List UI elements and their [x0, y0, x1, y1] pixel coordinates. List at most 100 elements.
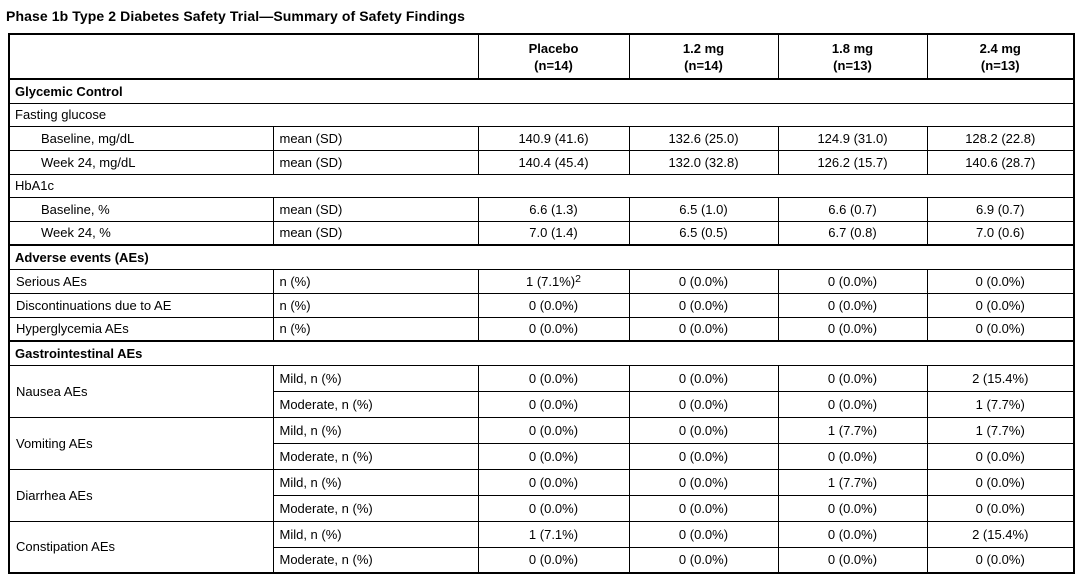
value-cell: 0 (0.0%): [926, 494, 1075, 522]
safety-findings-table: Placebo (n=14) 1.2 mg (n=14) 1.8 mg (n=13) 2.4…: [8, 33, 1075, 574]
value-cell: 6.9 (0.7): [926, 196, 1075, 222]
value-cell: 0 (0.0%): [628, 316, 779, 342]
data-row-vomiting-aes-moderate-n: Moderate, n (%) 0 (0.0%) 0 (0.0%) 0 (0.0%) 0…: [9, 442, 1075, 470]
data-row-baseline-mg-dl: Baseline, mg/dL mean (SD) 140.9 (41.6) 132.…: [8, 125, 1075, 151]
value-cell: 0 (0.0%): [777, 364, 928, 392]
row-label: Fasting glucose: [8, 102, 1075, 127]
value-cell: 6.7 (0.8): [777, 220, 928, 246]
value-cell: 140.9 (41.6): [477, 125, 630, 151]
value-text: 1 (7.1%): [526, 273, 576, 289]
value-cell: 6.6 (1.3): [477, 196, 630, 222]
column-n-label: (n=13): [980, 57, 1020, 73]
data-row-nausea-aes-moderate-n: Moderate, n (%) 0 (0.0%) 0 (0.0%) 0 (0.0%) 1…: [9, 390, 1075, 418]
data-row-nausea-aes-mild-n: Nausea AEs Mild, n (%) 0 (0.0%) 0 (0.0%) 0 (…: [8, 364, 1075, 418]
column-header-1-2-mg: 1.2 mg (n=14): [628, 33, 779, 80]
header-empty-cell: [8, 33, 479, 80]
stat-label: n (%): [272, 268, 479, 294]
data-row-constipation-aes-moderate-n: Moderate, n (%) 0 (0.0%) 0 (0.0%) 0 (0.0%) 0…: [9, 546, 1075, 574]
stat-label: mean (SD): [272, 149, 479, 175]
value-cell: 140.6 (28.7): [926, 149, 1075, 175]
value-cell: 0 (0.0%): [926, 468, 1075, 496]
row-label: HbA1c: [8, 173, 1075, 198]
table-header-row: Placebo (n=14) 1.2 mg (n=14) 1.8 mg (n=13) 2.4…: [8, 33, 1075, 80]
value-cell: 0 (0.0%): [628, 364, 779, 392]
stat-label: Moderate, n (%): [272, 390, 479, 418]
data-row-week-24: Week 24, % mean (SD) 7.0 (1.4) 6.5 (0.5) 6.7…: [8, 220, 1075, 246]
stat-label: mean (SD): [272, 196, 479, 222]
data-row-serious-aes: Serious AEs n (%) 1 (7.1%)2 0 (0.0%) 0 (0.0%…: [8, 268, 1075, 294]
footnote-marker: 2: [575, 272, 581, 285]
value-cell: 0 (0.0%): [628, 268, 779, 294]
column-header-placebo: Placebo (n=14): [477, 33, 630, 80]
stat-label: mean (SD): [272, 220, 479, 246]
section-row-adverse-events-aes: Adverse events (AEs): [8, 244, 1075, 270]
value-cell: 1 (7.7%): [926, 390, 1075, 418]
data-row-constipation-aes-mild-n: Constipation AEs Mild, n (%) 1 (7.1%) 0 (0.…: [8, 520, 1075, 574]
value-cell: 0 (0.0%): [628, 468, 779, 496]
value-cell: 0 (0.0%): [477, 442, 630, 470]
value-cell: 132.0 (32.8): [628, 149, 779, 175]
data-row-vomiting-aes-mild-n: Vomiting AEs Mild, n (%) 0 (0.0%) 0 (0.0%) 1…: [8, 416, 1075, 470]
value-cell: 0 (0.0%): [777, 390, 928, 418]
value-cell: 7.0 (0.6): [926, 220, 1075, 246]
row-label: Hyperglycemia AEs: [8, 316, 274, 342]
value-cell: 140.4 (45.4): [477, 149, 630, 175]
value-cell: 0 (0.0%): [477, 390, 630, 418]
value-cell: 1 (7.7%): [777, 468, 928, 496]
stat-label: Mild, n (%): [272, 416, 479, 444]
stat-label: n (%): [272, 316, 479, 342]
stat-label: n (%): [272, 292, 479, 318]
section-row-glycemic-control: Glycemic Control: [8, 78, 1075, 104]
value-cell: 0 (0.0%): [926, 268, 1075, 294]
column-header-2-4-mg: 2.4 mg (n=13): [926, 33, 1075, 80]
value-cell: 0 (0.0%): [628, 494, 779, 522]
value-cell: 2 (15.4%): [926, 520, 1075, 548]
row-label: Week 24, mg/dL: [8, 149, 274, 175]
row-group-label: Constipation AEs: [8, 520, 274, 574]
column-n-label: (n=14): [534, 57, 573, 73]
stat-label: Mild, n (%): [272, 468, 479, 496]
value-cell: 0 (0.0%): [777, 442, 928, 470]
row-label: Baseline, %: [8, 196, 274, 222]
value-cell: 7.0 (1.4): [477, 220, 630, 246]
row-label: Adverse events (AEs): [8, 244, 1075, 270]
value-cell: 124.9 (31.0): [777, 125, 928, 151]
column-dose-label: Placebo: [528, 40, 579, 56]
value-cell: 0 (0.0%): [477, 316, 630, 342]
subsection-row-hba1c: HbA1c: [8, 173, 1075, 198]
data-row-week-24-mg-dl: Week 24, mg/dL mean (SD) 140.4 (45.4) 132.0…: [8, 149, 1075, 175]
row-label: Baseline, mg/dL: [8, 125, 274, 151]
row-label: Discontinuations due to AE: [8, 292, 274, 318]
data-row-hyperglycemia-aes: Hyperglycemia AEs n (%) 0 (0.0%) 0 (0.0%) 0 …: [8, 316, 1075, 342]
value-cell: 0 (0.0%): [477, 468, 630, 496]
page-title: Phase 1b Type 2 Diabetes Safety Trial—Su…: [6, 8, 465, 24]
data-row-discontinuations-due-to-ae: Discontinuations due to AE n (%) 0 (0.0%) 0…: [8, 292, 1075, 318]
value-cell: 0 (0.0%): [777, 520, 928, 548]
column-header-1-8-mg: 1.8 mg (n=13): [777, 33, 928, 80]
value-cell: 0 (0.0%): [926, 546, 1075, 574]
row-label: Serious AEs: [8, 268, 274, 294]
data-row-diarrhea-aes-mild-n: Diarrhea AEs Mild, n (%) 0 (0.0%) 0 (0.0%) 1…: [8, 468, 1075, 522]
value-cell: 0 (0.0%): [628, 416, 779, 444]
value-cell: 0 (0.0%): [477, 494, 630, 522]
value-cell: 1 (7.7%): [777, 416, 928, 444]
row-group-label: Nausea AEs: [8, 364, 274, 418]
value-cell: 0 (0.0%): [926, 442, 1075, 470]
value-cell: 0 (0.0%): [777, 316, 928, 342]
column-n-label: (n=13): [833, 57, 872, 73]
value-cell: 0 (0.0%): [477, 292, 630, 318]
stat-label: Mild, n (%): [272, 520, 479, 548]
value-cell: 0 (0.0%): [777, 268, 928, 294]
value-cell: 132.6 (25.0): [628, 125, 779, 151]
value-cell: 0 (0.0%): [777, 292, 928, 318]
value-cell: 6.6 (0.7): [777, 196, 928, 222]
row-label: Week 24, %: [8, 220, 274, 246]
column-n-label: (n=14): [684, 57, 723, 73]
value-cell: 1 (7.1%): [477, 520, 630, 548]
row-group-label: Vomiting AEs: [8, 416, 274, 470]
value-cell: 1 (7.7%): [926, 416, 1075, 444]
value-cell: 0 (0.0%): [477, 546, 630, 574]
subsection-row-fasting-glucose: Fasting glucose: [8, 102, 1075, 127]
row-group-label: Diarrhea AEs: [8, 468, 274, 522]
